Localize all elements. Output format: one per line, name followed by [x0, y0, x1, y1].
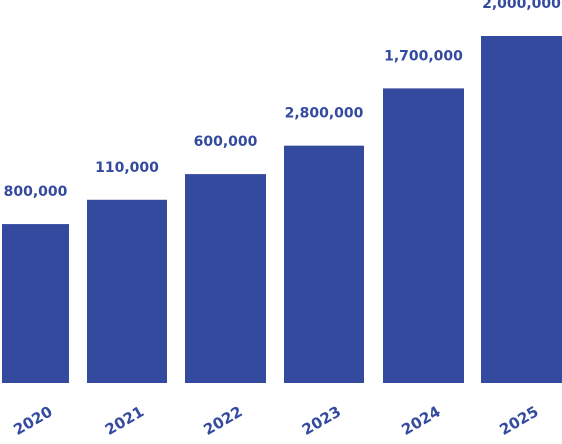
value-label-2023: 2,800,000 [285, 106, 364, 122]
value-label-2021: 110,000 [95, 160, 159, 176]
x-tick-label-2023: 2023 [299, 402, 344, 438]
value-labels-group: 800,000 110,000 600,000 2,800,000 1,700,000 2… [4, 0, 562, 200]
bar-2025 [481, 36, 562, 383]
value-label-2020: 800,000 [4, 184, 68, 200]
value-label-2024: 1,700,000 [384, 48, 463, 64]
bar-2022 [185, 174, 266, 383]
bar-2023 [284, 145, 364, 383]
bar-2020 [2, 224, 69, 383]
x-tick-label-2025: 2025 [496, 402, 541, 438]
value-label-2022: 600,000 [194, 134, 258, 150]
bars-group [2, 36, 562, 383]
x-tick-label-2021: 2021 [102, 402, 147, 438]
value-label-2025: 2,000,000 [482, 0, 561, 12]
bar-2024 [383, 88, 464, 383]
x-tick-label-2022: 2022 [200, 402, 245, 438]
x-tick-label-2020: 2020 [10, 402, 55, 438]
x-axis-tick-labels: 2020 2021 2022 2023 2024 2025 [10, 402, 541, 438]
bar-2021 [87, 199, 167, 383]
x-tick-label-2024: 2024 [398, 402, 443, 438]
